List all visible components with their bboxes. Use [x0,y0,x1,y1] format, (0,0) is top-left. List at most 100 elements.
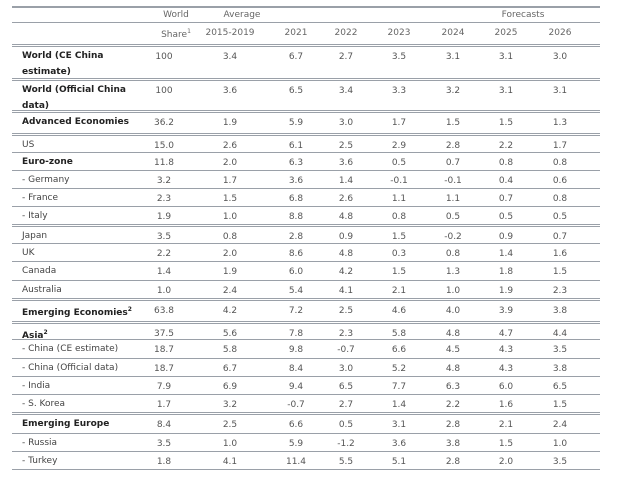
row-label: Emerging Economies2 [22,302,152,321]
table-row: - France 2.3 1.5 6.8 2.6 1.1 1.1 0.7 0.8 [12,188,600,206]
table-cell: 2.2 [156,249,172,259]
table-cell: 2.0 [222,249,238,259]
table-cell: 0.5 [498,212,514,222]
header-world: World [163,10,189,20]
table-cell: 0.7 [498,194,514,204]
table-cell: 7.7 [391,382,407,392]
table-row: Australia 1.0 2.4 5.4 4.1 2.1 1.0 1.9 2.3 [12,280,600,298]
table-cell: 1.3 [552,118,568,128]
table-cell: 0.8 [445,249,461,259]
header-share: Share1 [151,28,201,40]
table-cell: 4.2 [222,306,238,316]
row-label: Canada [22,263,152,279]
header-year: 2025 [494,28,518,38]
table-cell: 3.6 [222,86,238,96]
table-row: - Germany 3.2 1.7 3.6 1.4 -0.1 -0.1 0.4 0.6 [12,170,600,188]
table-cell: 0.6 [552,176,568,186]
table-row: UK 2.2 2.0 8.6 4.8 0.3 0.8 1.4 1.6 [12,243,600,261]
table-cell: 3.1 [498,52,514,62]
table-cell: 3.2 [445,86,461,96]
table-cell: 4.1 [222,457,238,467]
table-cell: 1.9 [156,212,172,222]
table-cell: 4.5 [445,345,461,355]
header-row-1: World Average Forecasts [12,6,600,22]
table-cell: -0.7 [287,400,305,410]
table-cell: 1.1 [391,194,407,204]
table-cell: 2.4 [552,420,568,430]
row-label: - France [22,190,152,206]
table-cell: 1.4 [391,400,407,410]
table-cell: 2.5 [222,420,238,430]
table-row: - Turkey 1.8 4.1 11.4 5.5 5.1 2.8 2.0 3.5 [12,451,600,469]
row-label-text: Japan [22,231,48,241]
table-cell: 2.4 [222,286,238,296]
table-cell: 6.0 [288,267,304,277]
table-cell: 2.8 [445,420,461,430]
table-cell: 3.8 [552,306,568,316]
table-cell: 4.7 [498,329,514,339]
table-cell: 1.9 [222,267,238,277]
table-cell: -0.1 [390,176,408,186]
row-label-text: World (Official China data) [22,85,126,111]
table-cell: 3.5 [552,345,568,355]
table-cell: 3.2 [156,176,172,186]
table-cell: 0.7 [552,232,568,242]
row-label-text: Advanced Economies [22,117,129,127]
table-cell: 2.1 [391,286,407,296]
header-forecasts: Forecasts [501,10,545,20]
table-cell: 4.6 [391,306,407,316]
table-cell: 2.0 [222,158,238,168]
table-cell: 2.2 [498,141,514,151]
table-cell: 2.1 [498,420,514,430]
table-cell: 6.7 [222,364,238,374]
table-cell: 1.0 [552,439,568,449]
table-cell: 1.4 [338,176,354,186]
table-row: World (Official China data) 100 3.6 6.5 3.4 3… [12,78,600,111]
header-year: 2026 [548,28,572,38]
table-cell: 1.8 [498,267,514,277]
row-label: Emerging Europe [22,416,152,432]
table-cell: 100 [155,86,173,96]
table-cell: 0.8 [222,232,238,242]
table-cell: 1.6 [498,400,514,410]
row-label-text: Asia [22,331,44,341]
table-cell: 0.8 [552,158,568,168]
table-cell: 2.5 [338,306,354,316]
table-cell: 2.3 [552,286,568,296]
table-cell: 36.2 [153,118,175,128]
table-cell: 1.7 [156,400,172,410]
row-label: UK [22,245,152,261]
table-cell: 9.8 [288,345,304,355]
table-cell: 7.2 [288,306,304,316]
table-cell: 1.5 [391,232,407,242]
table-row: Japan 3.5 0.8 2.8 0.9 1.5 -0.2 0.9 0.7 [12,224,600,243]
row-label: - Germany [22,172,152,188]
table-cell: 2.6 [222,141,238,151]
header-share-text: Share [161,30,188,40]
table-cell: 0.8 [498,158,514,168]
table-cell: 8.8 [288,212,304,222]
table-cell: 0.5 [391,158,407,168]
table-cell: 0.8 [391,212,407,222]
row-label-note: 2 [127,306,132,313]
row-label-text: Emerging Europe [22,419,110,429]
table-cell: 8.4 [288,364,304,374]
table-cell: 0.8 [552,194,568,204]
table-row: - India 7.9 6.9 9.4 6.5 7.7 6.3 6.0 6.5 [12,376,600,394]
row-label-text: Euro-zone [22,157,73,167]
table-cell: 2.8 [445,141,461,151]
row-label-text: - Italy [22,211,48,221]
table-row: - China (Official data) 18.7 6.7 8.4 3.0 5.2 4… [12,358,600,376]
table-cell: 6.6 [391,345,407,355]
table-cell: 6.3 [445,382,461,392]
table-cell: 0.5 [552,212,568,222]
header-year: 2024 [441,28,465,38]
table-cell: 5.9 [288,118,304,128]
table-cell: 1.9 [222,118,238,128]
table-cell: 3.0 [338,118,354,128]
table-cell: 7.9 [156,382,172,392]
row-label-text: UK [22,248,35,258]
row-label-text: - Turkey [22,456,58,466]
header-year: 2022 [334,28,358,38]
table-cell: 3.6 [288,176,304,186]
